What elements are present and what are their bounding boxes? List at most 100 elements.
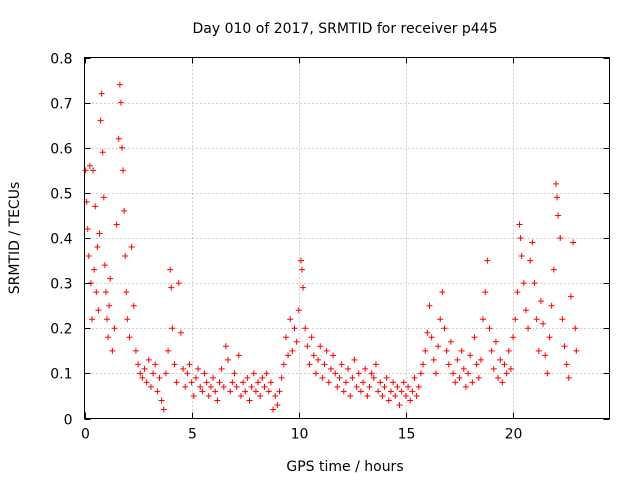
- data-point: [435, 343, 442, 350]
- data-point: [469, 379, 476, 386]
- data-point: [535, 347, 542, 354]
- data-point: [287, 316, 294, 323]
- data-point: [184, 370, 191, 377]
- data-point: [505, 347, 512, 354]
- data-point: [235, 352, 242, 359]
- data-point: [345, 365, 352, 372]
- data-point: [492, 338, 499, 345]
- data-point: [82, 167, 89, 174]
- data-point: [195, 365, 202, 372]
- data-point: [355, 370, 362, 377]
- data-point: [117, 99, 124, 106]
- y-tick-label: 0.7: [50, 97, 72, 113]
- data-point: [265, 388, 272, 395]
- data-point: [482, 289, 489, 296]
- data-point: [192, 374, 199, 381]
- data-point: [297, 257, 304, 264]
- data-point: [460, 365, 467, 372]
- data-point: [120, 167, 127, 174]
- data-point: [147, 383, 154, 390]
- data-point: [128, 244, 135, 251]
- data-point: [244, 374, 251, 381]
- data-point: [490, 365, 497, 372]
- data-point: [126, 334, 133, 341]
- data-point: [85, 253, 92, 260]
- data-point: [377, 379, 384, 386]
- data-point: [231, 370, 238, 377]
- data-point: [162, 370, 169, 377]
- data-point: [270, 406, 277, 413]
- data-point: [158, 397, 165, 404]
- data-point: [567, 293, 574, 300]
- data-point: [240, 379, 247, 386]
- data-point: [104, 316, 110, 323]
- data-point: [216, 379, 223, 386]
- data-point: [93, 289, 100, 296]
- data-point: [375, 388, 382, 395]
- data-point: [150, 370, 157, 377]
- data-point: [97, 117, 104, 124]
- data-point: [272, 392, 279, 399]
- data-point: [548, 302, 555, 309]
- data-point: [137, 370, 144, 377]
- data-point: [261, 383, 268, 390]
- data-point: [514, 289, 521, 296]
- data-point: [516, 221, 523, 228]
- data-point: [173, 379, 180, 386]
- data-point: [390, 379, 397, 386]
- y-tick-label: 0.1: [50, 367, 72, 383]
- data-point: [96, 230, 103, 237]
- y-tick-label: 0.4: [50, 232, 72, 248]
- data-point: [561, 343, 568, 350]
- data-point: [465, 370, 472, 377]
- data-point: [443, 347, 450, 354]
- x-axis-title: GPS time / hours: [286, 459, 403, 475]
- data-point: [473, 361, 480, 368]
- data-point: [218, 365, 225, 372]
- data-point: [237, 392, 244, 399]
- data-point: [550, 266, 557, 273]
- data-point: [402, 392, 409, 399]
- data-point: [154, 388, 161, 395]
- data-point: [280, 361, 287, 368]
- x-tick-label: 20: [505, 427, 523, 443]
- data-point: [141, 365, 148, 372]
- data-point: [330, 352, 337, 359]
- data-point: [105, 334, 112, 341]
- data-point: [139, 374, 146, 381]
- data-point: [484, 257, 491, 264]
- data-point: [304, 343, 311, 350]
- data-point: [517, 235, 524, 241]
- data-point: [95, 307, 102, 314]
- data-point: [510, 334, 517, 341]
- data-point: [299, 266, 305, 273]
- data-point: [222, 343, 229, 350]
- data-point: [381, 383, 388, 390]
- data-point: [171, 361, 178, 368]
- data-point: [252, 388, 259, 395]
- data-point: [454, 356, 461, 363]
- data-point: [308, 334, 315, 341]
- data-point: [334, 383, 341, 390]
- data-point: [293, 338, 300, 345]
- data-point: [437, 316, 444, 323]
- data-point: [321, 361, 328, 368]
- data-point: [229, 379, 236, 386]
- data-point: [486, 325, 493, 332]
- y-tick-labels: 0 0.1 0.2 0.3 0.4 0.5 0.6 0.7 0.8: [50, 52, 72, 429]
- data-point: [385, 397, 392, 404]
- data-points: [82, 81, 580, 413]
- data-point: [422, 347, 429, 354]
- data-point: [499, 379, 506, 386]
- data-point: [130, 302, 137, 309]
- y-tick-label: 0.5: [50, 187, 72, 203]
- data-point: [319, 374, 326, 381]
- data-point: [152, 361, 159, 368]
- data-point: [186, 361, 193, 368]
- data-point: [121, 207, 128, 214]
- data-point: [503, 370, 510, 377]
- data-point: [456, 374, 463, 381]
- data-point: [274, 401, 281, 408]
- data-point: [417, 370, 424, 377]
- data-point: [531, 280, 538, 287]
